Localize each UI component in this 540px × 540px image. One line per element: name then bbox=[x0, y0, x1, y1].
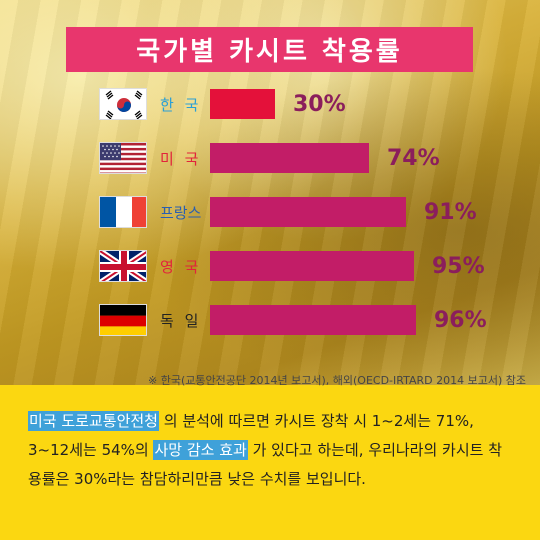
chart-title: 국가별 카시트 착용률 bbox=[66, 27, 473, 72]
country-label-usa: 미 국 bbox=[160, 149, 202, 168]
highlight-agency: 미국 도로교통안전청 bbox=[28, 411, 159, 431]
country-label-korea: 한 국 bbox=[160, 95, 202, 114]
value-label-germany: 96% bbox=[434, 307, 487, 333]
germany-flag bbox=[99, 304, 147, 336]
korea-flag bbox=[99, 88, 147, 120]
country-label-germany: 독 일 bbox=[160, 311, 202, 330]
uk-flag bbox=[99, 250, 147, 282]
highlight-effect: 사망 감소 효과 bbox=[153, 440, 248, 460]
country-label-france: 프랑스 bbox=[160, 203, 202, 222]
bar-france bbox=[210, 197, 406, 227]
bar-usa bbox=[210, 143, 369, 173]
bar-chart: 한 국 30% 미 국 74% 프랑스 bbox=[99, 88, 487, 336]
description-panel: 미국 도로교통안전청 의 분석에 따르면 카시트 장착 시 1~2세는 71%,… bbox=[0, 385, 540, 540]
value-label-korea: 30% bbox=[293, 91, 346, 117]
value-label-usa: 74% bbox=[387, 145, 440, 171]
bar-uk bbox=[210, 251, 414, 281]
bar-korea bbox=[210, 89, 275, 119]
bar-germany bbox=[210, 305, 416, 335]
description-part-2: 가 있다고 하는데, 우리나라의 카시트 착용률은 30%라는 참담하리만큼 낮… bbox=[28, 441, 503, 488]
description-text: 미국 도로교통안전청 의 분석에 따르면 카시트 장착 시 1~2세는 71%,… bbox=[28, 407, 512, 494]
description-part-1: 의 분석에 따르면 카시트 장착 시 1~2세는 71%, 3~12세는 54%… bbox=[28, 412, 474, 459]
france-flag bbox=[99, 196, 147, 228]
usa-flag bbox=[99, 142, 147, 174]
country-label-uk: 영 국 bbox=[160, 257, 202, 276]
value-label-france: 91% bbox=[424, 199, 477, 225]
source-note: ※ 한국(교통안전공단 2014년 보고서), 해외(OECD-IRTARD 2… bbox=[148, 374, 526, 387]
value-label-uk: 95% bbox=[432, 253, 485, 279]
